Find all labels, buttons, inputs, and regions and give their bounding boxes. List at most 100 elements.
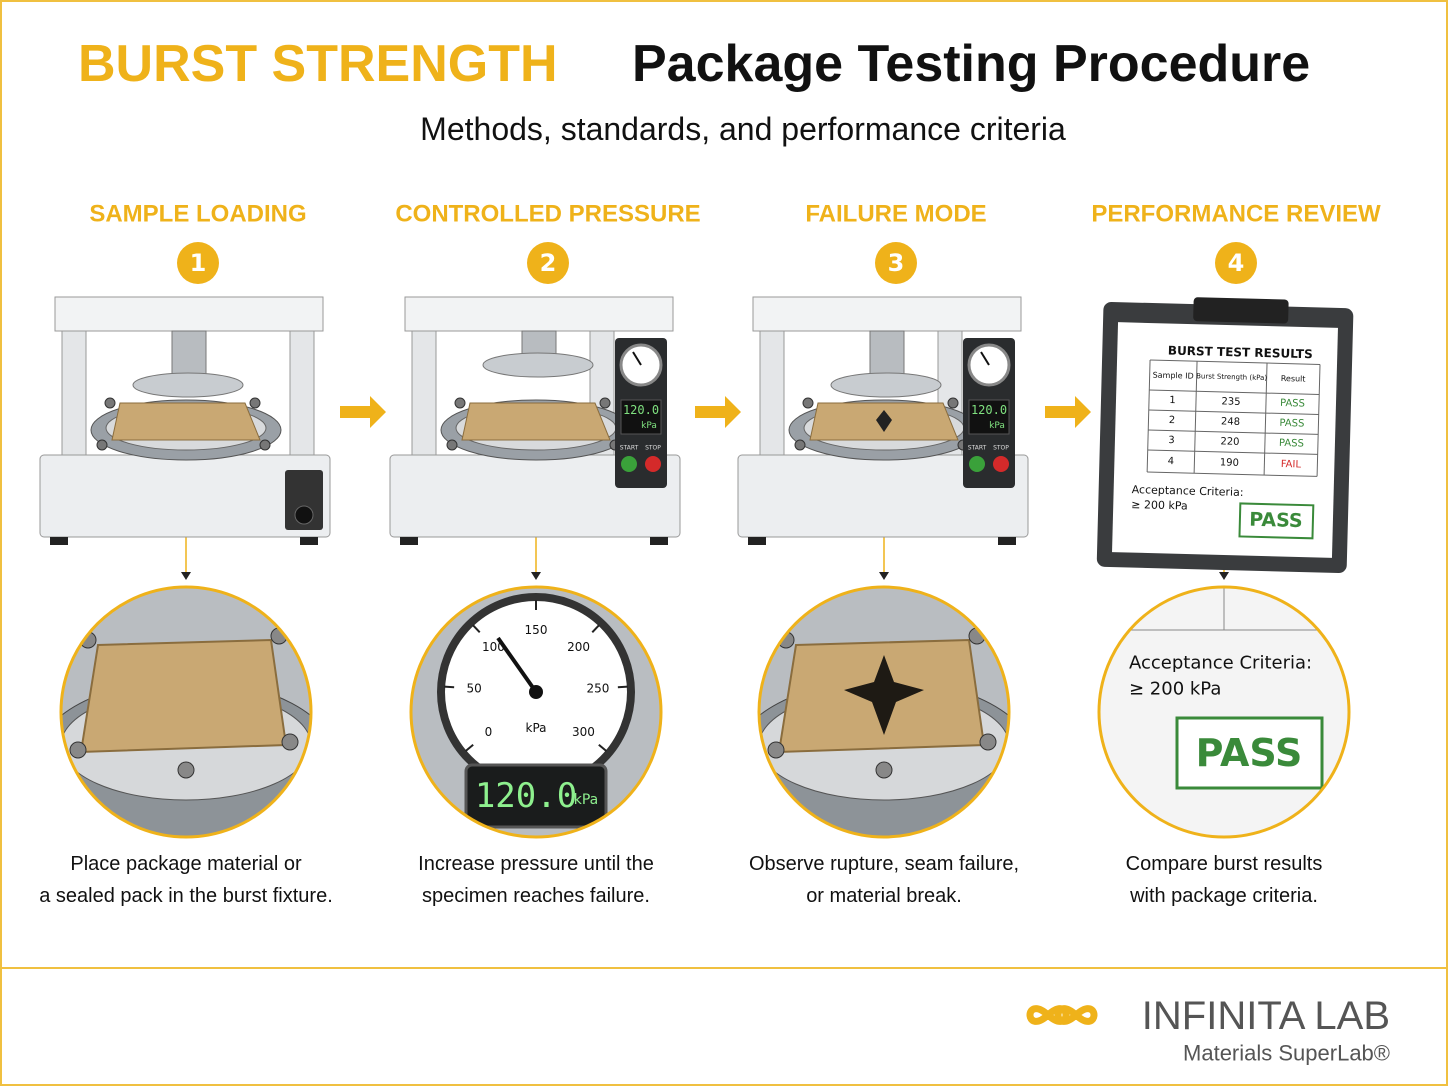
gauge-unit: kPa — [526, 721, 547, 735]
table-cell: PASS — [1280, 398, 1305, 410]
stop-button — [993, 456, 1009, 472]
panel-display-value: 120.0 — [623, 403, 659, 417]
verdict-box — [1238, 502, 1315, 540]
switch — [294, 505, 314, 525]
zoom-bolt — [979, 733, 997, 751]
machine-beam — [752, 296, 1022, 332]
step-badge — [527, 242, 569, 284]
test-machine — [39, 296, 331, 545]
ram — [521, 330, 557, 357]
column-header: Burst Strength (kPa) — [1196, 372, 1267, 382]
foot — [998, 537, 1016, 545]
panel-display-unit: kPa — [641, 421, 657, 431]
panel-display-unit: kPa — [989, 421, 1005, 431]
step-label: PERFORMANCE REVIEW — [1091, 201, 1381, 228]
zoom-border — [59, 585, 313, 839]
zoom-view — [61, 587, 311, 837]
zoom-criteria-value: ≥ 200 kPa — [1129, 679, 1221, 700]
step-number: 3 — [888, 249, 905, 277]
results-title: BURST TEST RESULTS — [1168, 343, 1313, 361]
criteria-value: ≥ 200 kPa — [1131, 498, 1188, 512]
column-header: Result — [1281, 374, 1306, 384]
table-rule — [1193, 361, 1198, 474]
zoom-rupture — [844, 655, 924, 735]
zoom-border — [409, 585, 663, 839]
machine-pillar — [289, 330, 315, 456]
table-cell: 2 — [1169, 415, 1176, 426]
title-accent: BURST STRENGTH — [78, 35, 558, 93]
connector-arrow — [879, 572, 889, 580]
foot — [748, 537, 766, 545]
caption: Compare burst results — [1126, 853, 1323, 875]
gauge-tick — [472, 624, 481, 634]
caption: specimen reaches failure. — [422, 885, 650, 907]
bolt — [96, 439, 108, 451]
bolt — [794, 439, 806, 451]
zoom-border — [757, 585, 1011, 839]
table-rule — [1148, 429, 1319, 435]
table-rule — [1147, 471, 1318, 477]
table-rule — [1147, 449, 1318, 455]
zoom-bolt — [69, 741, 87, 759]
flow-arrow — [1045, 396, 1091, 428]
panel-needle — [632, 351, 642, 366]
brand: INFINITA LAB — [1142, 994, 1390, 1038]
table-cell: 3 — [1168, 435, 1175, 446]
flow-arrow — [340, 396, 386, 428]
clipboard-clip — [1193, 297, 1289, 324]
table-cell: FAIL — [1281, 459, 1302, 471]
table-rule — [1148, 409, 1319, 415]
step-badge — [177, 242, 219, 284]
table-cell: 190 — [1220, 457, 1239, 468]
subtitle: Methods, standards, and performance crit… — [420, 111, 1066, 147]
table-rule — [1316, 364, 1321, 477]
foot — [300, 537, 318, 545]
step-badge — [1215, 242, 1257, 284]
gauge-tick-label: 0 — [485, 725, 493, 739]
test-machine: 120.0 kPa START STOP — [737, 296, 1029, 545]
foot — [650, 537, 668, 545]
step-badge — [875, 242, 917, 284]
panel-display-value: 120.0 — [971, 403, 1007, 417]
table-rule — [1146, 359, 1151, 472]
logo-mark — [1026, 1005, 1098, 1025]
panel-display — [968, 399, 1010, 435]
bolt — [249, 397, 261, 409]
machine-beam — [54, 296, 324, 332]
panel-display — [620, 399, 662, 435]
gauge-tick-label: 50 — [466, 681, 481, 695]
clipboard: BURST TEST RESULTS Sample ID Burst Strengt… — [1096, 297, 1354, 574]
start-button — [621, 456, 637, 472]
table-cell: 248 — [1221, 416, 1240, 427]
gauge-needle — [496, 636, 538, 694]
gauge-tick-label: 200 — [567, 640, 590, 654]
gauge-tick — [617, 685, 628, 689]
flow-arrow — [695, 396, 741, 428]
caption: Place package material or — [70, 853, 302, 875]
rupture — [876, 410, 892, 432]
zoom-bolt — [767, 741, 785, 759]
gauge-tick-label: 250 — [586, 681, 609, 695]
connector-arrow — [531, 572, 541, 580]
step-label: FAILURE MODE — [805, 201, 986, 228]
table-cell: 235 — [1221, 396, 1240, 407]
panel-needle — [980, 351, 990, 366]
foot — [400, 537, 418, 545]
bolt — [454, 397, 466, 409]
machine-pillar — [411, 330, 437, 456]
step-number: 2 — [540, 249, 557, 277]
zoom-verdict-box — [1175, 716, 1324, 790]
gauge-tick-label: 150 — [525, 623, 548, 637]
step-label: SAMPLE LOADING — [89, 201, 306, 228]
gauge-display-unit: kPa — [574, 792, 599, 808]
package — [111, 402, 261, 441]
caption: Increase pressure until the — [418, 853, 654, 875]
caption: a sealed pack in the burst fixture. — [39, 885, 333, 907]
bolt — [947, 397, 959, 409]
results-paper — [1112, 322, 1338, 558]
start-button — [969, 456, 985, 472]
connector-arrow — [1219, 572, 1229, 580]
zoom-bolt — [875, 761, 893, 779]
table-cell: PASS — [1279, 438, 1304, 450]
